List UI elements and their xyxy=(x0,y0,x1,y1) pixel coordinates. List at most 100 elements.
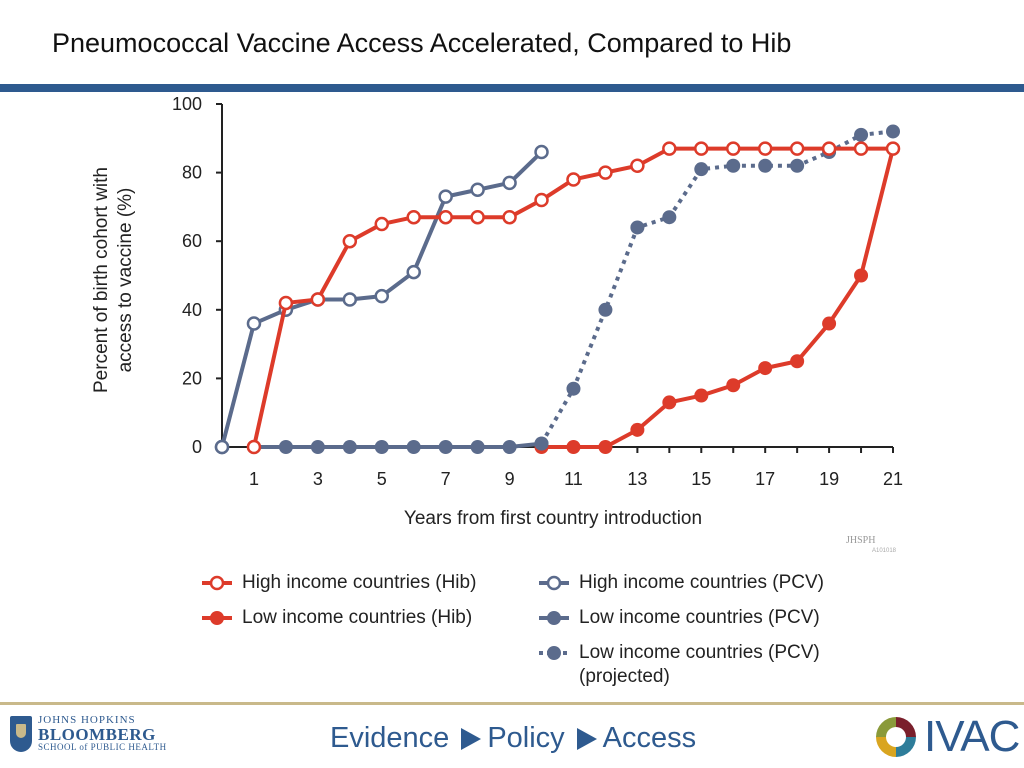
origin-point xyxy=(214,439,230,455)
data-point xyxy=(758,361,773,376)
tagline-policy: Policy xyxy=(487,722,565,754)
chart-legend: High income countries (Hib) Low income c… xyxy=(200,568,900,698)
data-point xyxy=(725,141,741,156)
arrow-right-icon xyxy=(461,727,482,750)
data-point xyxy=(470,209,485,225)
title-divider xyxy=(0,84,1024,92)
data-point xyxy=(630,422,645,437)
data-point xyxy=(790,354,805,369)
tagline: Evidence Policy Access xyxy=(330,722,696,755)
data-point xyxy=(438,209,453,225)
chart-series xyxy=(214,124,901,455)
slide-title: Pneumococcal Vaccine Access Accelerated,… xyxy=(52,28,792,58)
tagline-access: Access xyxy=(602,722,697,754)
jhsph-logo: JOHNS HOPKINS BLOOMBERG SCHOOL of PUBLIC… xyxy=(10,715,167,752)
ivac-wordmark: IVAC xyxy=(924,712,1020,761)
data-point xyxy=(470,182,485,197)
y-axis-label-line2: access to vaccine (%) xyxy=(115,188,136,373)
logo-line3: SCHOOL of PUBLIC HEALTH xyxy=(38,742,167,752)
data-point xyxy=(757,141,773,156)
data-point xyxy=(566,381,581,396)
data-point xyxy=(534,144,549,160)
jhsph-watermark: JHSPH xyxy=(846,535,876,546)
data-point xyxy=(854,127,869,142)
data-point xyxy=(822,316,837,331)
logo-line1: JOHNS HOPKINS xyxy=(38,714,136,726)
data-point xyxy=(342,292,358,307)
data-point xyxy=(502,175,517,191)
data-point xyxy=(374,440,389,454)
data-point xyxy=(278,295,294,311)
legend-item-hib-low: Low income countries (Hib) xyxy=(200,606,472,630)
data-point xyxy=(246,316,262,331)
series-line xyxy=(541,148,895,449)
x-tick-label: 9 xyxy=(505,469,515,489)
data-point xyxy=(342,440,357,454)
tagline-evidence: Evidence xyxy=(330,722,450,754)
series-3 xyxy=(246,436,549,454)
data-point xyxy=(534,436,549,451)
ivac-ring-icon xyxy=(876,717,916,757)
legend-item-pcv-projected: Low income countries (PCV) (projected) xyxy=(537,641,820,689)
x-tick-label: 11 xyxy=(564,469,583,489)
legend-label-line2: (projected) xyxy=(579,666,670,687)
data-point xyxy=(662,210,677,225)
data-point xyxy=(438,440,453,454)
data-point xyxy=(566,172,581,187)
data-point xyxy=(406,209,421,225)
data-point xyxy=(758,158,773,173)
legend-item-pcv-low: Low income countries (PCV) xyxy=(537,606,820,630)
x-tick-label: 3 xyxy=(313,469,323,489)
y-tick-label: 40 xyxy=(182,300,202,320)
x-tick-label: 19 xyxy=(819,469,839,489)
data-point xyxy=(246,439,262,455)
footer-divider xyxy=(0,702,1024,705)
y-axis-label-line1: Percent of birth cohort with xyxy=(91,167,112,393)
x-tick-label: 5 xyxy=(377,469,387,489)
logo-line2: BLOOMBERG xyxy=(38,725,156,744)
data-point xyxy=(821,141,837,156)
data-point xyxy=(374,288,390,304)
y-tick-label: 100 xyxy=(172,94,202,114)
data-point xyxy=(342,233,358,249)
data-point xyxy=(694,388,709,403)
legend-label: Low income countries (PCV) (projected) xyxy=(579,641,820,689)
x-tick-label: 13 xyxy=(627,469,647,489)
x-tick-label: 21 xyxy=(883,469,903,489)
data-point xyxy=(566,440,581,454)
data-point xyxy=(662,395,677,410)
data-point xyxy=(406,440,421,454)
x-tick-label: 1 xyxy=(249,469,259,489)
y-tick-label: 20 xyxy=(182,368,202,388)
y-tick-label: 0 xyxy=(192,437,202,457)
data-point xyxy=(598,302,613,317)
data-point xyxy=(789,141,805,156)
series-0 xyxy=(246,141,901,455)
data-point xyxy=(502,209,517,225)
data-point xyxy=(885,141,901,156)
x-tick-label: 15 xyxy=(691,469,711,489)
data-point xyxy=(406,264,421,280)
x-tick-label: 7 xyxy=(441,469,451,489)
data-point xyxy=(726,158,741,173)
data-point xyxy=(726,378,741,393)
legend-item-pcv-high: High income countries (PCV) xyxy=(537,571,824,595)
jhsph-code: A101018 xyxy=(872,548,897,554)
data-point xyxy=(502,440,517,454)
data-point xyxy=(598,165,613,180)
data-point xyxy=(470,440,485,454)
legend-marker-pcv-high xyxy=(539,575,569,591)
legend-label: Low income countries (PCV) xyxy=(579,607,820,628)
legend-label-line1: Low income countries (PCV) xyxy=(579,642,820,663)
legend-item-hib-high: High income countries (Hib) xyxy=(200,571,476,595)
legend-label: High income countries (Hib) xyxy=(242,572,477,593)
x-tick-label: 17 xyxy=(755,469,775,489)
data-point xyxy=(694,162,709,177)
shield-icon xyxy=(10,715,32,752)
data-point xyxy=(853,141,869,156)
legend-label: Low income countries (Hib) xyxy=(242,607,473,628)
data-point xyxy=(374,216,390,232)
legend-marker-hib-high xyxy=(202,575,232,591)
ivac-logo: IVAC xyxy=(872,712,1020,762)
data-point xyxy=(310,440,325,454)
